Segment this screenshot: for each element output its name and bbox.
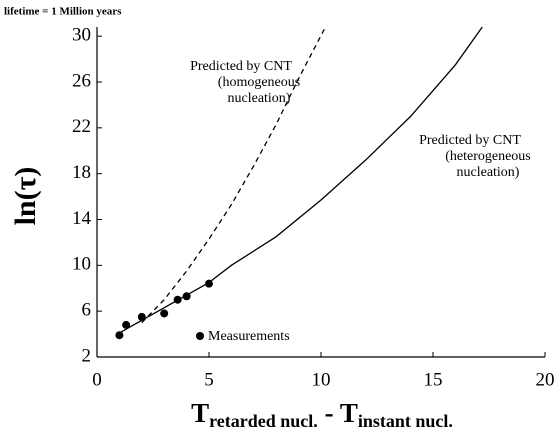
y-tick-label: 14: [72, 208, 92, 229]
annotation: (heterogeneous: [445, 149, 531, 164]
data-point: [160, 309, 169, 318]
data-point: [115, 331, 124, 340]
annotation: nucleation): [228, 91, 291, 106]
y-tick-label: 10: [72, 254, 91, 275]
x-tick-label: 5: [204, 369, 214, 390]
data-point: [122, 320, 131, 329]
y-tick-label: 6: [82, 300, 92, 321]
x-label-sub: instant nucl.: [358, 411, 453, 431]
curve: [208, 26, 483, 284]
x-tick-label: 15: [424, 369, 443, 390]
annotation: (homogeneous: [218, 75, 300, 90]
legend-marker: [196, 332, 204, 340]
x-tick-label: 0: [92, 369, 102, 390]
x-tick-label: 20: [536, 369, 555, 390]
x-label-part: -: [318, 398, 340, 428]
x-tick-label: 10: [312, 369, 331, 390]
x-label-part: T: [191, 398, 209, 428]
y-tick-label: 18: [72, 162, 91, 183]
y-tick-label: 26: [72, 70, 91, 91]
y-tick-label: 2: [82, 345, 92, 366]
y-axis-label: ln(τ): [9, 167, 42, 226]
annotation: Predicted by CNT: [419, 133, 521, 148]
curve: [119, 281, 210, 334]
x-label-sub: retarded nucl.: [209, 411, 318, 431]
x-label-part: T: [340, 398, 358, 428]
y-tick-label: 30: [72, 25, 91, 46]
x-axis-label: Tretarded nucl. - Tinstant nucl.: [191, 398, 453, 431]
annotation: Predicted by CNT: [190, 59, 292, 74]
y-tick-label: 22: [72, 116, 91, 137]
legend-label: Measurements: [208, 329, 290, 344]
curve: [141, 26, 327, 324]
annotation: nucleation): [457, 165, 520, 180]
chart-title: lifetime = 1 Million years: [4, 6, 122, 18]
